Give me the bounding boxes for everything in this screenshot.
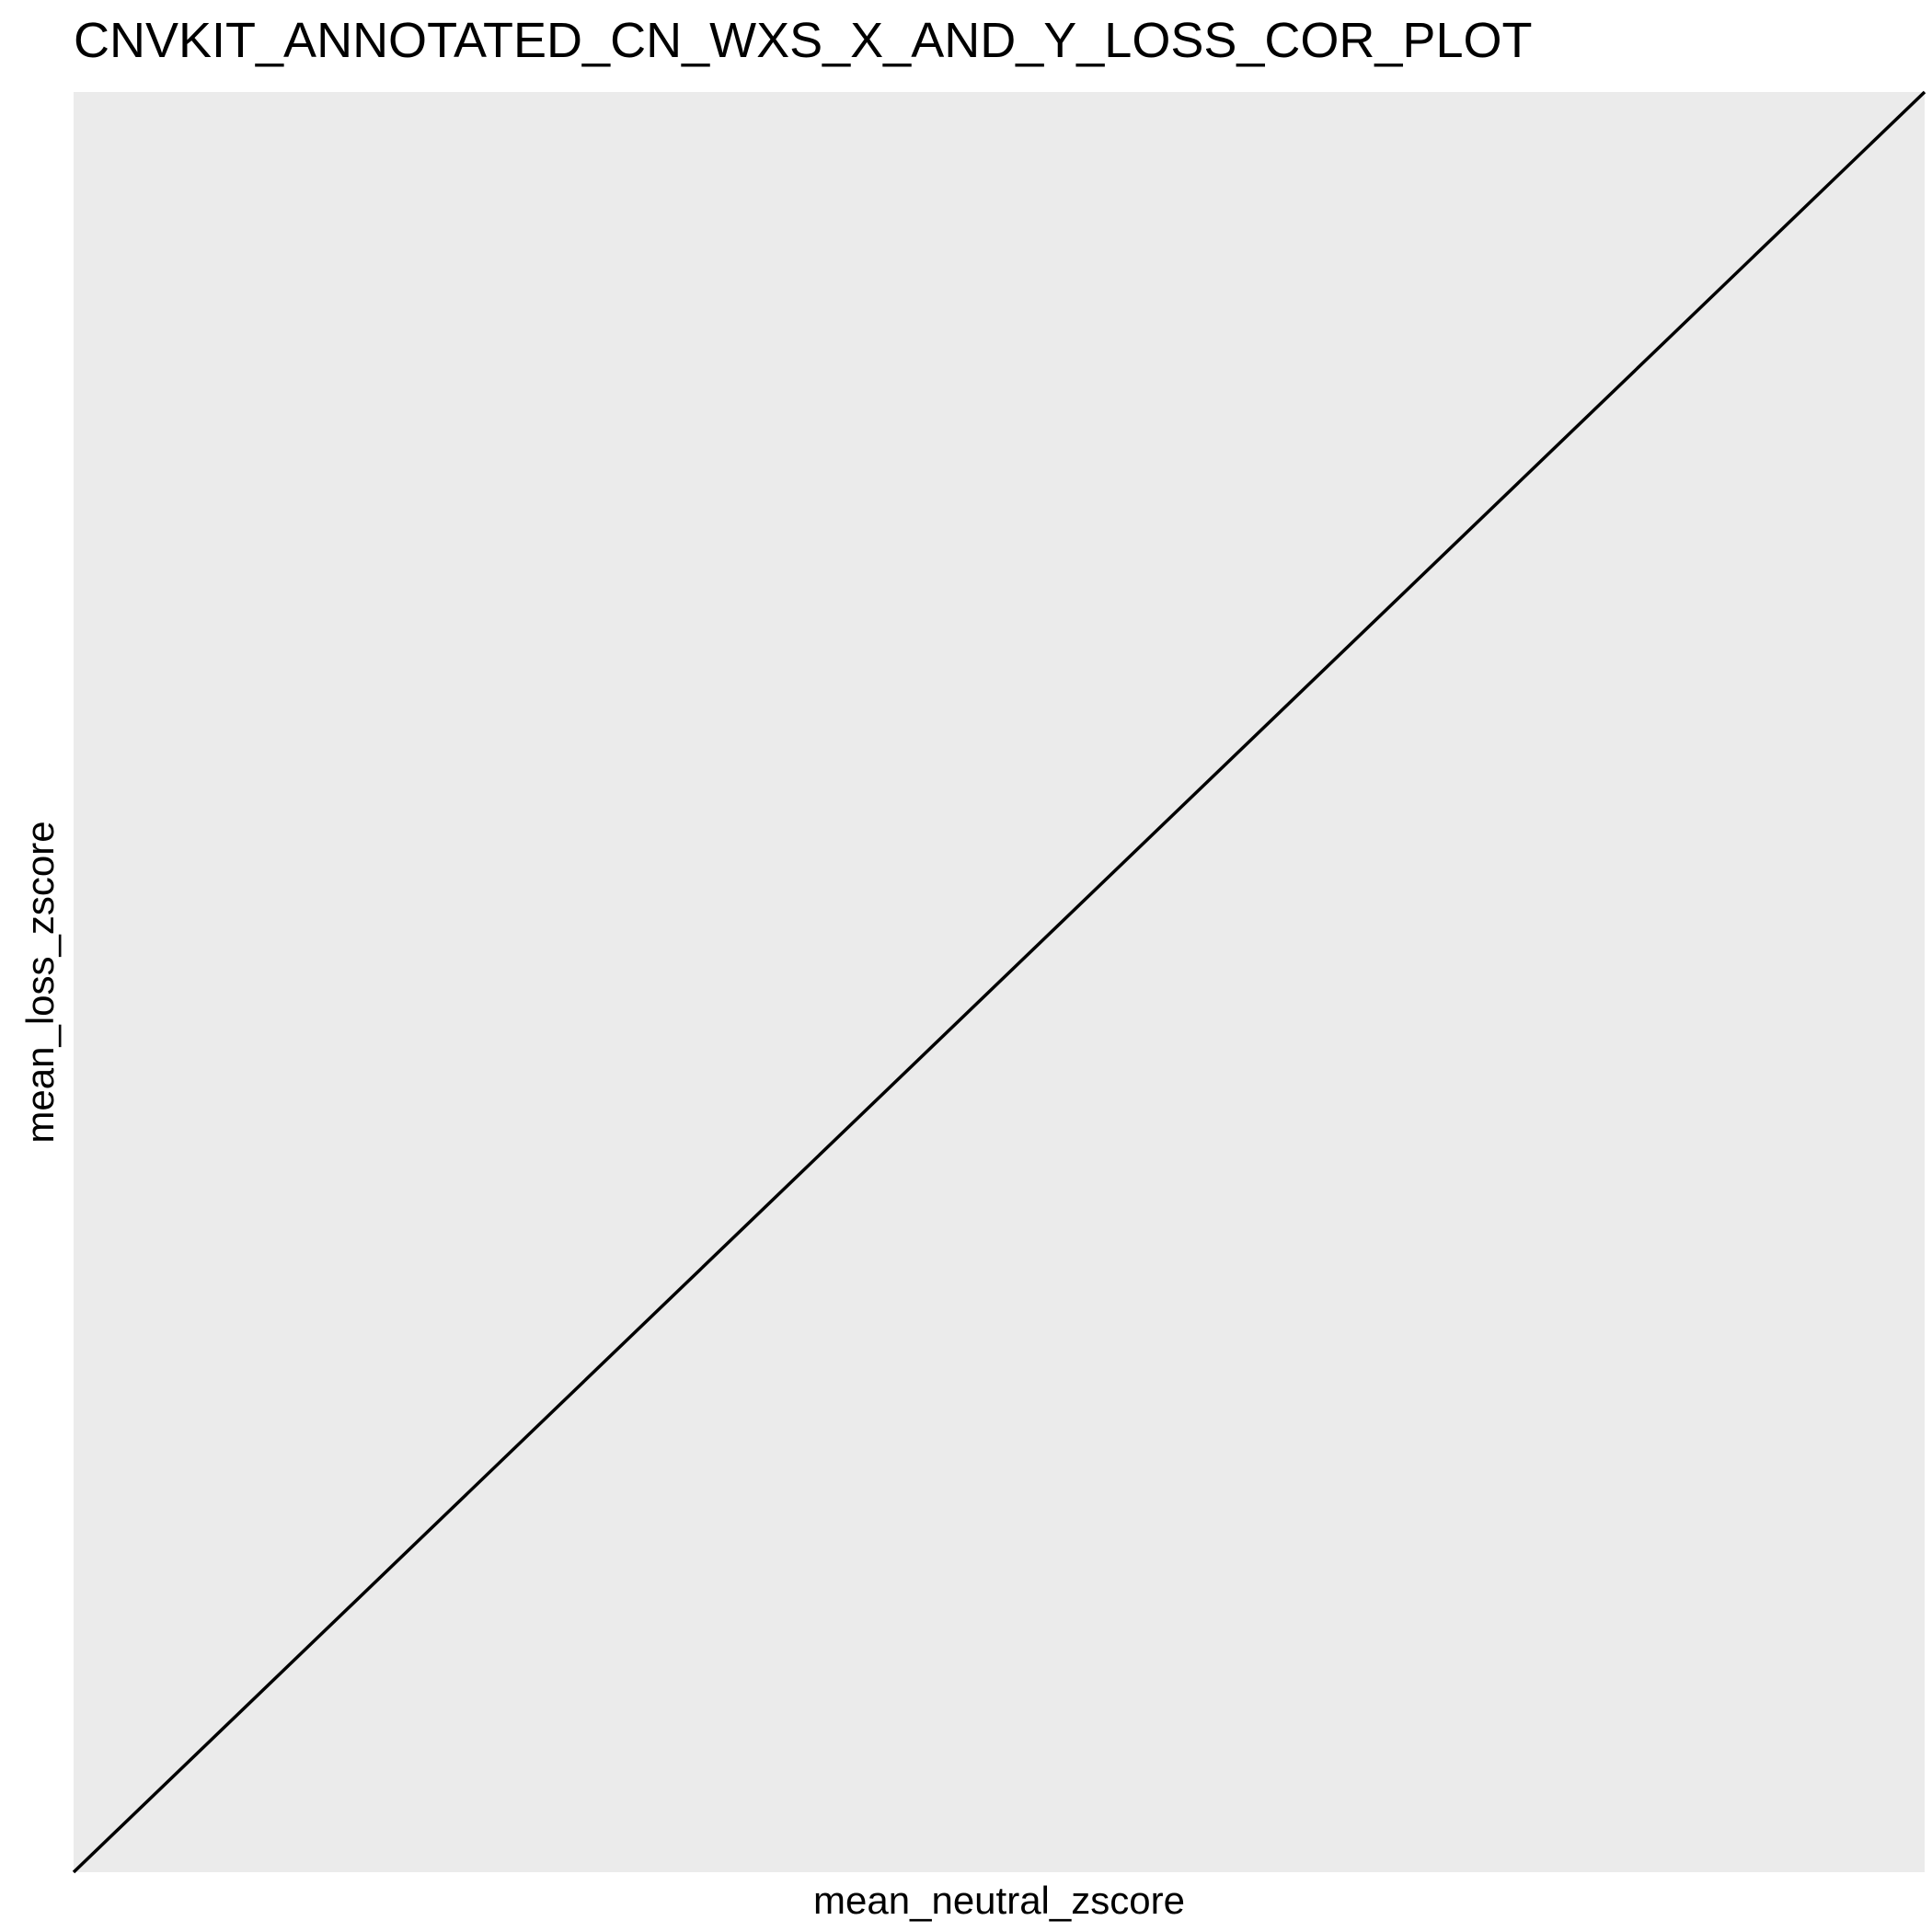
x-axis-label: mean_neutral_zscore	[813, 1879, 1185, 1922]
chart-title: CNVKIT_ANNOTATED_CN_WXS_X_AND_Y_LOSS_COR…	[74, 13, 1532, 68]
series-line-1	[72, 90, 1926, 1874]
series-layer	[72, 90, 1926, 1874]
y-axis-label: mean_loss_zscore	[18, 821, 62, 1143]
